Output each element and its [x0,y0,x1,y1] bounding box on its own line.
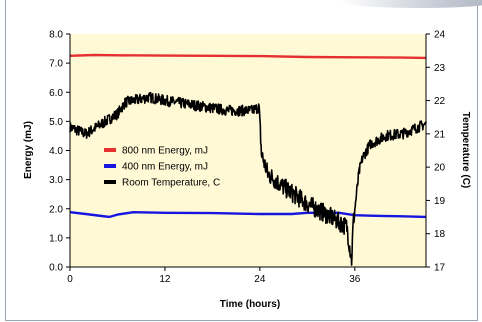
series-line-temperature [69,91,427,266]
y-tick-label: 0.0 [49,263,63,274]
y-axis-title: Energy (mJ) [23,121,34,179]
x-tick-label: 0 [67,274,73,285]
y2-tick-label: 24 [434,30,446,41]
x-tick-label: 24 [254,274,266,285]
y-tick-label: 3.0 [49,175,63,186]
legend-label: Room Temperature, C [122,178,220,189]
series-line-400nm [69,211,427,219]
series-line-800nm [69,53,427,60]
y-tick-label: 2.0 [49,204,63,215]
y-tick-label: 1.0 [49,233,63,244]
x-tick-label: 36 [349,274,361,285]
y2-tick-label: 19 [434,196,446,207]
y2-tick-label: 18 [434,229,446,240]
y2-tick-label: 22 [434,96,446,107]
y2-tick-label: 20 [434,163,446,174]
legend: 800 nm Energy, mJ 400 nm Energy, mJ Room T… [104,146,220,189]
y-tick-label: 5.0 [49,117,63,128]
y2-tick-label: 17 [434,263,446,274]
axes-layer: 0.0 1.0 2.0 3.0 4.0 5.0 6.0 7.0 8.0 17 18 19 20 21 22 2… [49,30,445,286]
series-layer [69,53,427,266]
x-tick-label: 12 [159,274,171,285]
y-tick-label: 6.0 [49,88,63,99]
legend-label: 400 nm Energy, mJ [122,162,208,173]
y-tick-label: 8.0 [49,30,63,41]
x-axis-title: Time (hours) [220,299,280,310]
y2-tick-label: 21 [434,129,446,140]
figure-frame [5,0,478,321]
legend-label: 800 nm Energy, mJ [122,146,208,157]
y-tick-label: 4.0 [49,146,63,157]
y2-axis-title: Temperature (C) [460,112,471,189]
decorative-swoosh [340,0,482,8]
y-tick-label: 7.0 [49,59,63,70]
y2-tick-label: 23 [434,63,446,74]
